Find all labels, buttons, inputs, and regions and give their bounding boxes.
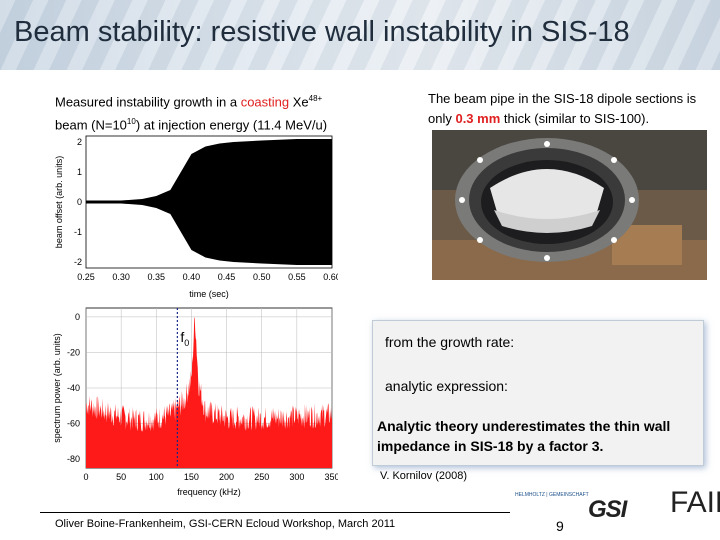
y-tick-label: 0: [75, 312, 80, 322]
growth-rate-text: from the growth rate:: [385, 334, 515, 350]
x-tick-label: 200: [219, 472, 234, 482]
footer-text: Oliver Boine-Frankenheim, GSI-CERN Eclou…: [55, 518, 396, 530]
x-axis-label: time (sec): [189, 289, 229, 299]
x-tick-label: 300: [289, 472, 304, 482]
x-tick-label: 350: [324, 472, 338, 482]
y-tick-label: -40: [67, 383, 80, 393]
x-tick-label: 0.55: [288, 272, 306, 282]
y-tick-label: 1: [77, 167, 82, 177]
f0-marker-label: f0: [180, 329, 189, 348]
helmholtz-logo: HELMHOLTZ | GEMEINSCHAFT: [515, 492, 589, 498]
coasting-highlight: coasting: [240, 94, 290, 110]
x-tick-label: 0.25: [77, 272, 95, 282]
beam-offset-chart: 2 1 0 -1 -2 0.25 0.30 0.35 0.40 0.45 0.50 0.55 0.60…: [54, 135, 338, 299]
gsi-logo: GSI: [588, 496, 627, 523]
reference: V. Kornilov (2008): [380, 470, 468, 482]
x-tick-label: 150: [184, 472, 199, 482]
page-number: 9: [556, 518, 564, 534]
thickness-highlight: 0.3 mm: [455, 111, 501, 126]
x-tick-label: 250: [254, 472, 269, 482]
y-tick-label: -1: [74, 227, 82, 237]
header-banner: [0, 0, 720, 70]
footer-rule: [40, 512, 510, 513]
x-tick-label: 0: [83, 472, 88, 482]
x-tick-label: 0.45: [218, 272, 236, 282]
caption-left: Measured instability growth in a coastin…: [55, 94, 328, 133]
spectrum-trace: [86, 317, 332, 468]
fair-logo: FAIR: [670, 486, 720, 519]
y-tick-label: -60: [67, 419, 80, 429]
x-tick-label: 0.40: [183, 272, 201, 282]
caption-right: The beam pipe in the SIS-18 dipole secti…: [428, 91, 697, 126]
page-title: Beam stability: resistive wall instabili…: [14, 16, 630, 48]
x-axis-label: frequency (kHz): [177, 487, 241, 497]
y-axis-label: spectrum power (arb. units): [52, 333, 62, 443]
x-tick-label: 0.60: [323, 272, 338, 282]
spectrum-chart: f0 0 -20 -40 -60 -80 0 50 100 150 200 250 300 350 s…: [52, 307, 338, 497]
x-tick-label: 0.30: [112, 272, 130, 282]
y-axis-label: beam offset (arb. units): [54, 156, 64, 248]
beam-pipe-photo: [432, 130, 707, 280]
x-tick-label: 0.50: [253, 272, 271, 282]
y-tick-label: -2: [74, 257, 82, 267]
y-tick-label: -20: [67, 347, 80, 357]
y-tick-label: 2: [77, 137, 82, 147]
result-box: [372, 320, 704, 466]
x-tick-label: 100: [149, 472, 164, 482]
y-tick-label: 0: [77, 197, 82, 207]
x-tick-label: 0.35: [148, 272, 166, 282]
y-tick-label: -80: [67, 454, 80, 464]
conclusion-text: Analytic theory underestimates the thin …: [377, 418, 671, 454]
analytic-expression-text: analytic expression:: [385, 378, 508, 394]
x-tick-label: 50: [116, 472, 126, 482]
